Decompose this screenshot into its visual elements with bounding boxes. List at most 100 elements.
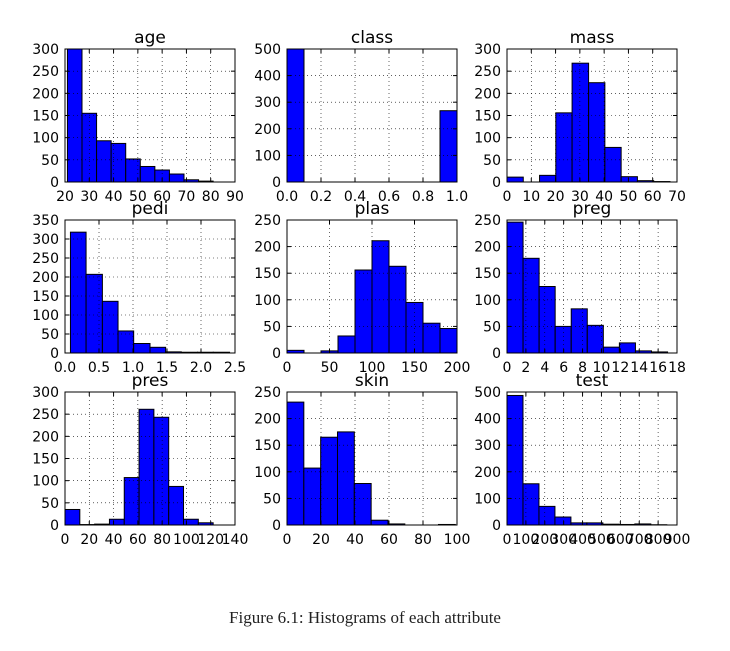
- x-tick-label: 0.0: [54, 360, 76, 376]
- x-tick-label: 100: [444, 532, 471, 548]
- y-tick-label: 200: [32, 429, 59, 445]
- y-tick-label: 150: [32, 109, 59, 125]
- y-tick-label: 150: [32, 289, 59, 305]
- x-tick-label: 0: [503, 532, 512, 548]
- histogram-title: pres: [132, 371, 169, 391]
- histogram-bar: [388, 265, 407, 354]
- x-tick-label: 60: [129, 532, 147, 548]
- x-tick-label: 20: [80, 532, 98, 548]
- histogram-bar: [336, 431, 355, 526]
- histogram-pedi: 0.0 0.5 1.0 1.5 2.0 2.5 0 50 100 150 200 250 300 350 p…: [32, 199, 246, 376]
- y-tick-label: 50: [483, 319, 501, 335]
- y-tick-label: 0: [50, 518, 59, 534]
- histogram-bar: [422, 322, 441, 354]
- y-tick-label: 0: [492, 518, 501, 534]
- histogram-title: plas: [355, 199, 390, 219]
- y-tick-label: 200: [474, 240, 501, 256]
- y-tick-label: 0: [492, 346, 501, 362]
- x-tick-label: 0.2: [310, 189, 332, 205]
- y-tick-label: 400: [474, 412, 501, 428]
- x-tick-label: 0: [503, 189, 512, 205]
- y-tick-label: 300: [254, 95, 281, 111]
- plot-frame: [506, 48, 678, 183]
- y-tick-label: 500: [254, 42, 281, 58]
- y-tick-label: 250: [32, 251, 59, 267]
- x-tick-label: 18: [668, 360, 686, 376]
- histogram-bar: [506, 394, 524, 526]
- histogram-bar: [571, 62, 590, 183]
- y-tick-label: 0: [272, 518, 281, 534]
- y-tick-label: 0: [272, 346, 281, 362]
- y-tick-label: 200: [32, 86, 59, 102]
- histogram-bar: [439, 110, 458, 183]
- histogram-class: 0.0 0.2 0.4 0.6 0.8 1.0 0 100 200 300 400 500 class: [254, 28, 468, 205]
- histogram-bar: [604, 146, 622, 183]
- histogram-title: preg: [573, 199, 612, 219]
- x-tick-label: 1.0: [446, 189, 468, 205]
- y-tick-label: 100: [32, 131, 59, 147]
- histogram-bar: [522, 483, 540, 526]
- x-tick-label: 40: [105, 532, 123, 548]
- histogram-bar: [439, 328, 458, 354]
- x-tick-label: 200: [531, 532, 558, 548]
- figure-caption: Figure 6.1: Histograms of each attribute: [229, 608, 501, 627]
- y-tick-label: 200: [254, 122, 281, 138]
- y-tick-label: 100: [474, 293, 501, 309]
- x-tick-label: 60: [380, 532, 398, 548]
- x-tick-label: 4: [540, 360, 549, 376]
- x-tick-label: 100: [173, 532, 200, 548]
- x-tick-label: 20: [56, 189, 74, 205]
- histogram-bar: [506, 221, 524, 354]
- x-tick-label: 6: [559, 360, 568, 376]
- histogram-bar: [538, 505, 556, 526]
- histogram-bar: [320, 436, 338, 526]
- y-tick-label: 0: [50, 175, 59, 191]
- x-tick-label: 8: [578, 360, 587, 376]
- histogram-title: test: [576, 371, 609, 391]
- y-tick-label: 250: [254, 213, 281, 229]
- y-tick-label: 50: [263, 319, 281, 335]
- plot-frame: [286, 219, 458, 354]
- x-tick-label: 10: [522, 189, 540, 205]
- plot-frame: [286, 48, 458, 183]
- y-tick-label: 150: [32, 452, 59, 468]
- y-tick-label: 0: [50, 346, 59, 362]
- x-tick-label: 30: [571, 189, 589, 205]
- plot-frame: [286, 391, 458, 526]
- histogram-plas: 0 50 100 150 200 0 50 100 150 200 250 plas: [254, 199, 470, 376]
- y-tick-label: 150: [474, 266, 501, 282]
- histogram-bar: [354, 269, 373, 354]
- x-tick-label: 1.0: [122, 360, 144, 376]
- x-tick-label: 150: [401, 360, 428, 376]
- histogram-bar: [286, 48, 305, 183]
- histogram-bar: [337, 335, 356, 354]
- y-tick-label: 50: [41, 153, 59, 169]
- x-tick-label: 0: [503, 360, 512, 376]
- histogram-bar: [522, 257, 540, 354]
- y-tick-label: 200: [254, 240, 281, 256]
- y-tick-label: 200: [474, 86, 501, 102]
- x-tick-label: 100: [359, 360, 386, 376]
- histogram-test: 0 100200300400500600700800900010020030040…: [474, 371, 690, 548]
- histogram-bar: [133, 343, 151, 354]
- x-tick-label: 80: [202, 189, 220, 205]
- y-tick-label: 50: [483, 153, 501, 169]
- histogram-title: skin: [355, 371, 389, 391]
- y-tick-label: 0: [492, 175, 501, 191]
- x-tick-label: 16: [649, 360, 667, 376]
- y-tick-label: 400: [254, 69, 281, 85]
- x-tick-label: 0.8: [412, 189, 434, 205]
- x-tick-label: 50: [129, 189, 147, 205]
- y-tick-label: 100: [254, 465, 281, 481]
- y-tick-label: 50: [41, 327, 59, 343]
- histogram-bar: [370, 519, 389, 526]
- x-tick-label: 2.5: [224, 360, 246, 376]
- histogram-bar: [586, 324, 604, 354]
- x-tick-label: 200: [444, 360, 471, 376]
- y-tick-label: 200: [474, 465, 501, 481]
- histogram-bar: [506, 176, 524, 183]
- x-tick-label: 60: [644, 189, 662, 205]
- x-tick-label: 600: [607, 532, 634, 548]
- x-tick-label: 80: [153, 532, 171, 548]
